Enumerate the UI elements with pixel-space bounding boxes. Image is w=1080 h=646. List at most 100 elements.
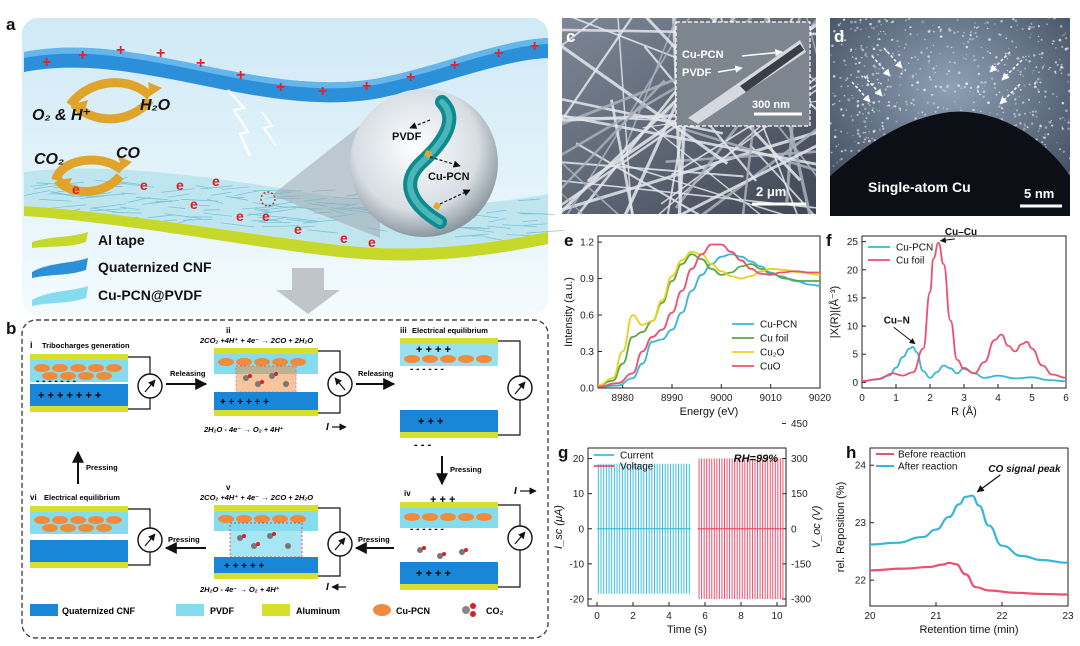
plot-frame: [869, 447, 1069, 607]
x-axis-label: R (Å): [951, 405, 977, 418]
y-tick-label: 0.3: [580, 347, 594, 358]
inset-cu-pcn-label: Cu-PCN: [682, 49, 724, 61]
svg-text:+: +: [530, 38, 539, 55]
svg-text:e: e: [262, 208, 270, 224]
co-label: CO: [116, 145, 141, 162]
state-iii-title: Electrical equilibrium: [412, 326, 488, 335]
panel-a-label: a: [6, 15, 16, 34]
down-arrow-to-b: [276, 268, 340, 314]
x-tick-label: 6: [1063, 393, 1069, 404]
x-tick-label: 3: [961, 393, 967, 404]
state-ii: ii 2CO₂ +4H⁺ + 4e⁻ → 2CO + 2H₂O + + + + …: [199, 326, 353, 434]
x-tick-label: 9000: [710, 393, 733, 404]
x-axis-label: Energy (eV): [680, 406, 739, 418]
scale-label-d: 5 nm: [1024, 186, 1054, 201]
y-tick-label: 0.9: [580, 274, 594, 285]
y-axis-label: I_sc (μA): [553, 505, 565, 549]
svg-text:- - -: - - -: [414, 439, 431, 451]
svg-text:i: i: [30, 340, 33, 350]
chart-e: 8980 8990 9000 9010 9020 0.0 0.3 0.6 0.9 1.2 Energ…: [563, 235, 832, 418]
svg-text:+: +: [494, 45, 503, 62]
plot-frame: [861, 235, 1067, 389]
panel-e-label: e: [564, 231, 573, 250]
y-tick-label: 24: [855, 461, 867, 472]
y-axis-right-label: V_oc (V): [811, 505, 823, 548]
series-line-cu-foil: [861, 241, 1067, 383]
legend-b-co2: CO₂: [486, 606, 504, 616]
zoom-cone: [272, 110, 380, 238]
panel-d: d Single-atom Cu 5 nm: [830, 18, 1070, 216]
releasing-label-1: Releasing: [170, 369, 206, 378]
y-tick-label: 10: [847, 322, 859, 333]
legend-entry: CuO: [760, 362, 781, 373]
pressing-label-2: Pressing: [358, 535, 390, 544]
dark-particle-region: [830, 111, 1070, 216]
electrons: e e e e e e e e e e: [72, 173, 376, 250]
y-tick-label: 5: [852, 350, 858, 361]
x-tick-label: 22: [996, 611, 1008, 622]
inset-pvdf-label: PVDF: [682, 67, 712, 79]
single-atom-arrows: [851, 47, 1023, 105]
svg-text:+: +: [362, 78, 371, 95]
x-tick-label: 9020: [809, 393, 832, 404]
panel-c: c Cu-PCN PVDF 300 nm 2 μm: [562, 18, 816, 214]
y-axis-label: Intensity (a.u.): [563, 277, 575, 347]
x-tick-label: 8: [738, 611, 744, 622]
y-tick-label: 15: [847, 293, 859, 304]
annotation-arrow: [939, 237, 955, 244]
y-tick-label: 1.2: [580, 238, 594, 249]
legend-entry: Cu-PCN: [760, 320, 797, 331]
cu-pcn-label: Cu-PCN: [428, 171, 470, 183]
panel-b-frame: [21, 319, 549, 639]
svg-text:+ + +: + + +: [430, 494, 455, 506]
svg-text:- - - - - -: - - - - - -: [410, 364, 444, 375]
state-v-eq-bottom: 2H₂O - 4e⁻ → O₂ + 4H⁺: [199, 585, 280, 594]
y-tick-label: -150: [791, 559, 811, 570]
zoom-origin-circle: [260, 191, 276, 207]
svg-text:- - - - - -: - - - - - -: [410, 524, 444, 535]
x-tick-label: 2: [927, 393, 933, 404]
state-iv: iv + + + - - - - - - + + + + I: [400, 486, 537, 590]
y-axis-label: rel. Reposition (%): [835, 482, 847, 572]
svg-text:+: +: [156, 45, 165, 62]
pressing-label-1: Pressing: [450, 465, 482, 474]
legend-cu-pcn-pvdf: Cu-PCN@PVDF: [98, 287, 202, 303]
panel-a-legend: Al tape Quaternized CNF Cu-PCN@PVDF: [32, 232, 212, 306]
y-tick-label: 300: [791, 454, 808, 465]
svg-text:e: e: [140, 177, 148, 193]
cu-pcn-particle: [432, 201, 442, 211]
chart-f: 0 1 2 3 4 5 6 0 5 10 15 20 25 Cu–Cu Cu–N R (Å) |X(R)|(Å⁻…: [828, 227, 1069, 418]
current-label: I: [326, 422, 329, 433]
svg-text:I: I: [326, 582, 329, 593]
y-tick-label: 20: [573, 454, 585, 465]
svg-text:e: e: [236, 208, 244, 224]
plot-frame: [597, 235, 821, 389]
svg-text:- - - - - - -: - - - - - - -: [36, 376, 76, 387]
svg-text:I: I: [514, 486, 517, 497]
x-tick-label: 23: [1062, 611, 1074, 622]
svg-text:iii: iii: [400, 326, 407, 335]
svg-text:+: +: [42, 54, 51, 71]
sem-inset: [675, 21, 811, 127]
y-tick-label: 20: [847, 265, 859, 276]
panel-f-label: f: [826, 231, 832, 250]
series-line-before-reaction: [869, 561, 1069, 596]
svg-text:vi: vi: [30, 493, 37, 502]
legend-entry: Cu foil: [896, 256, 924, 267]
legend-entry: Cu foil: [760, 334, 788, 345]
y-axis-label: |X(R)|(Å⁻³): [828, 286, 841, 338]
y-tick-label: 25: [847, 237, 859, 248]
legend-b-cnf: Quaternized CNF: [62, 606, 136, 616]
svg-text:e: e: [294, 221, 302, 237]
legend-entry: Current: [620, 451, 654, 462]
legend-entry: After reaction: [898, 462, 957, 473]
svg-text:e: e: [340, 230, 348, 246]
y-tick-label: 0.0: [580, 384, 594, 395]
svg-text:+ + + + + + +: + + + + + + +: [38, 390, 101, 402]
state-v: v 2CO₂ +4H⁺ + 4e⁻ → 2CO + 2H₂O + + + + +…: [199, 483, 353, 594]
legend-al-tape: Al tape: [98, 232, 145, 248]
state-vi-title: Electrical equilibrium: [44, 493, 120, 502]
x-axis-label: Time (s): [667, 624, 707, 636]
panel-a: a + + + + + + + + + + + + + O₂ & H⁺ H₂O: [6, 15, 565, 315]
